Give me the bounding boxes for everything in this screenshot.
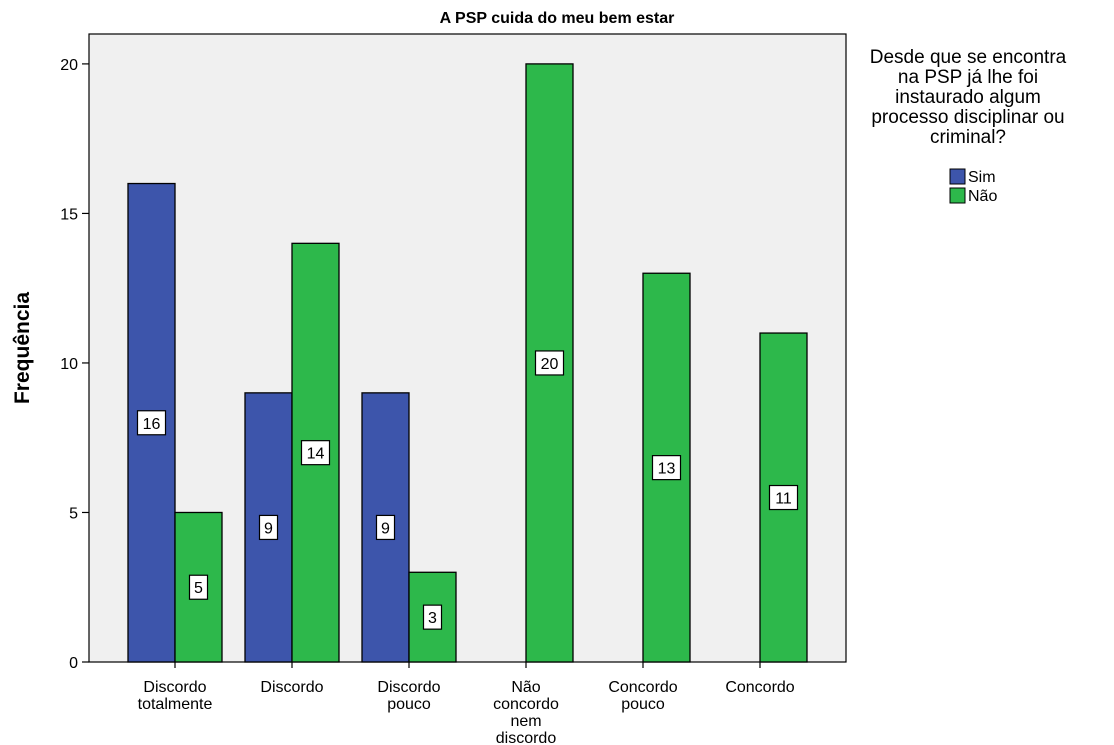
data-label-box (768, 484, 799, 511)
data-labels: 16 5 9 14 9 3 20 13 11 (136, 350, 799, 630)
y-tick-label: 15 (60, 206, 78, 223)
x-tick-label: Discordo pouco (377, 679, 440, 713)
data-label: 11 (775, 491, 792, 508)
legend-label-não: Não (968, 188, 997, 205)
data-label-box (136, 410, 167, 436)
y-tick-label: 0 (69, 655, 78, 672)
data-label-box (534, 350, 565, 376)
data-label-box (300, 440, 331, 466)
chart-title: A PSP cuida do meu bem estar (440, 10, 675, 27)
x-tick-label: Concordo (725, 679, 794, 696)
legend: Desde que se encontra na PSP já lhe foi in… (870, 47, 1067, 205)
bars (127, 63, 808, 663)
data-label-box (422, 604, 443, 630)
data-label: 14 (307, 446, 325, 463)
legend-label-sim: Sim (968, 169, 996, 186)
x-tick-label: Concordo pouco (608, 679, 677, 713)
data-label: 13 (658, 461, 676, 478)
y-tick-label: 10 (60, 356, 78, 373)
x-tick-label: Discordo (260, 679, 323, 696)
data-label: 5 (194, 580, 203, 597)
legend-swatch-sim (949, 168, 966, 185)
legend-title: Desde que se encontra na PSP já lhe foi in… (870, 47, 1067, 148)
data-label: 9 (381, 520, 390, 537)
legend-swatch-não (949, 187, 966, 204)
y-tick-label: 5 (69, 505, 78, 522)
y-axis: 0 5 10 15 20 (60, 57, 89, 672)
data-label-box (651, 455, 682, 481)
data-label: 20 (541, 356, 559, 373)
data-label-box (375, 514, 396, 541)
y-tick-label: 20 (60, 57, 78, 74)
x-tick-label: Discordo totalmente (138, 679, 213, 713)
data-label: 9 (264, 520, 273, 537)
x-axis-labels: Discordo totalmente Discordo Discordo pouco N… (138, 662, 795, 745)
x-tick-label: Não concordo nem discordo (493, 679, 559, 745)
data-label: 16 (143, 416, 161, 433)
data-label: 3 (428, 610, 437, 627)
data-label-box (188, 574, 209, 600)
y-axis-label: Frequência (11, 292, 34, 404)
data-label-box (258, 514, 279, 541)
